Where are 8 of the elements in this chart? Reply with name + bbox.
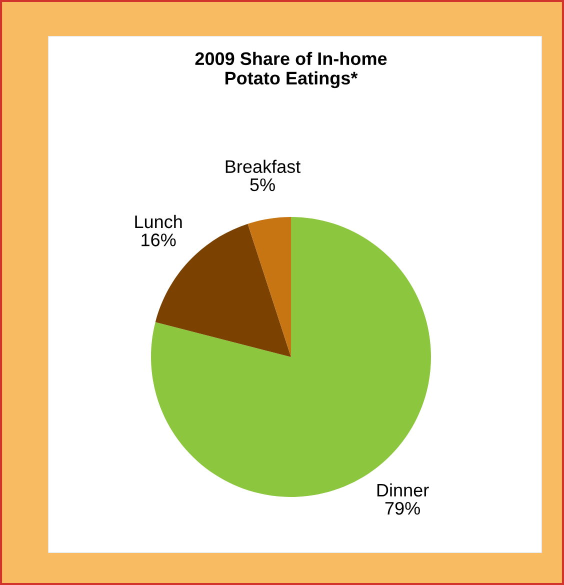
slice-label: Dinner [377,483,429,497]
chart-title: 2009 Share of In-home Potato Eatings* [195,52,387,88]
slice-label: Lunch [135,214,182,228]
data-label: 79% [385,502,420,515]
data-label: 5% [250,178,275,192]
data-label: 16% [142,234,176,246]
pie-slice [248,217,291,357]
slice-label: Breakfast [226,160,301,174]
